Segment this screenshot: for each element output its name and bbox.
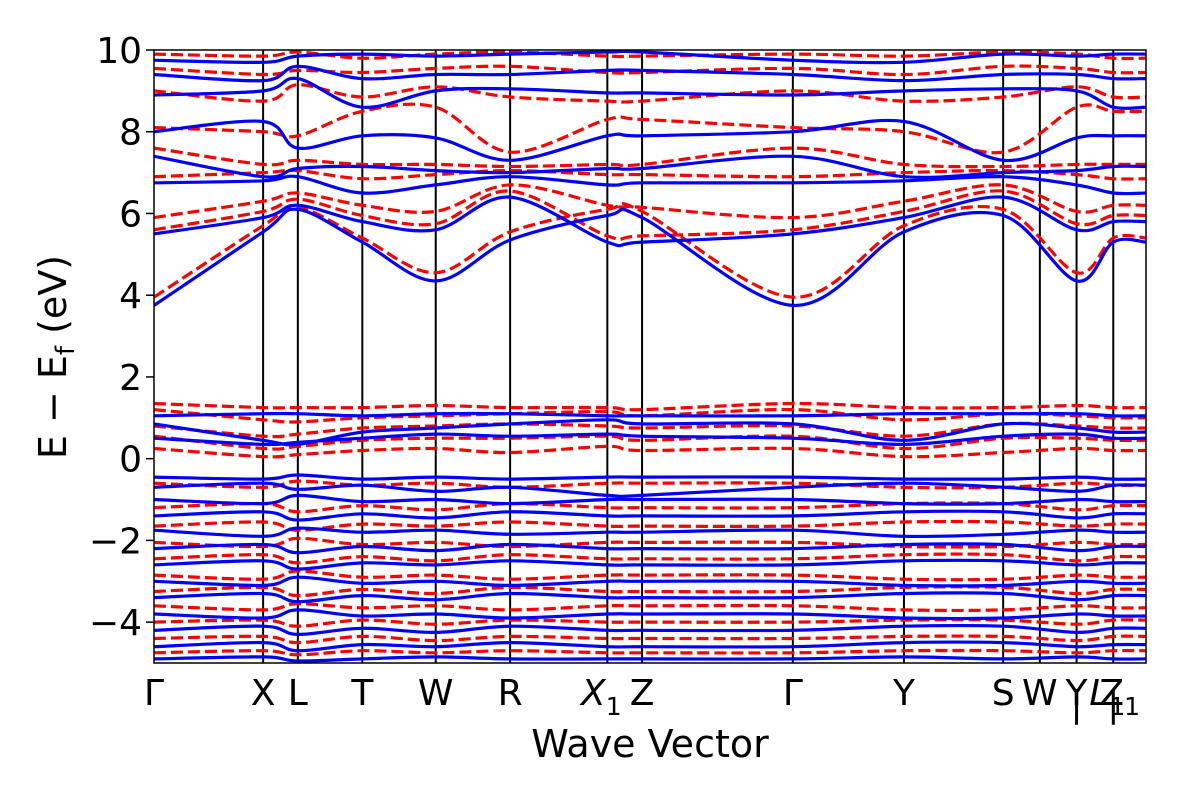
band-line-solid bbox=[154, 493, 1146, 506]
band-line-solid bbox=[154, 473, 1146, 481]
y-axis-title-subscript: f bbox=[51, 345, 81, 355]
band-line-solid bbox=[154, 608, 1146, 621]
band-line-dashed bbox=[154, 401, 1146, 412]
kpoint-label: Y bbox=[1065, 673, 1089, 714]
band-line-solid bbox=[154, 509, 1146, 522]
kpoint-label-text: Z bbox=[630, 673, 655, 714]
band-line-dashed bbox=[154, 618, 1146, 628]
band-line-solid bbox=[154, 558, 1146, 571]
plot-background bbox=[154, 50, 1146, 663]
kpoint-label-text: Γ bbox=[783, 673, 803, 714]
kpoint-label-text: L bbox=[288, 673, 308, 714]
kpoint-label: Z1 bbox=[1099, 673, 1140, 721]
kpoint-label: T bbox=[350, 673, 374, 714]
band-line-solid bbox=[154, 640, 1146, 653]
band-line-dashed bbox=[154, 602, 1146, 613]
band-line-dashed bbox=[154, 434, 1146, 451]
band-line-solid bbox=[154, 432, 1146, 447]
kpoint-label: | bbox=[1107, 684, 1119, 725]
kpoint-label: Y bbox=[892, 673, 916, 714]
band-line-solid bbox=[154, 50, 1146, 65]
y-tick-label: 8 bbox=[119, 113, 142, 154]
y-tick-label: 6 bbox=[119, 194, 142, 235]
band-line-dashed bbox=[154, 183, 1146, 220]
kpoint-label: W bbox=[418, 673, 454, 714]
band-line-dashed bbox=[154, 519, 1146, 532]
band-line-solid bbox=[154, 481, 1146, 499]
band-line-solid bbox=[154, 411, 1146, 418]
band-line-dashed bbox=[154, 444, 1146, 459]
x-axis-title: Wave Vector bbox=[531, 722, 769, 766]
band-line-solid bbox=[154, 542, 1146, 555]
band-line-dashed bbox=[154, 50, 1146, 61]
kpoint-label-subscript: 1 bbox=[606, 692, 622, 721]
y-tick-label: −4 bbox=[89, 603, 142, 644]
kpoint-label: X bbox=[251, 673, 276, 714]
band-line-solid bbox=[154, 623, 1146, 637]
band-line-dashed bbox=[154, 64, 1146, 77]
kpoint-label-subscript: 1 bbox=[1109, 692, 1125, 721]
band-line-dashed bbox=[154, 569, 1146, 582]
kpoint-label-text: W bbox=[418, 673, 454, 714]
kpoint-label-text: T bbox=[350, 673, 374, 714]
band-line-solid bbox=[154, 154, 1146, 180]
plot-frame bbox=[153, 49, 1147, 664]
kpoint-label-text: S bbox=[992, 673, 1015, 714]
kpoint-label-text: Γ bbox=[144, 673, 164, 714]
band-line-solid bbox=[154, 195, 1146, 248]
band-line-dashed bbox=[154, 648, 1146, 657]
band-line-solid bbox=[154, 64, 1146, 83]
band-line-dashed bbox=[154, 536, 1146, 549]
band-line-dashed bbox=[154, 479, 1146, 490]
kpoint-label-subscript: 1 bbox=[1124, 692, 1140, 721]
kpoint-label: S bbox=[992, 673, 1015, 714]
kpoint-label: W bbox=[1022, 673, 1058, 714]
kpoint-label: R bbox=[498, 673, 523, 714]
band-line-solid bbox=[154, 118, 1146, 163]
band-line-dashed bbox=[154, 201, 1146, 299]
band-line-dashed bbox=[154, 189, 1146, 242]
y-tick-label: −2 bbox=[89, 521, 142, 562]
y-tick-label: 0 bbox=[119, 440, 142, 481]
y-axis-title: E − Ef (eV) bbox=[31, 255, 81, 459]
y-tick-label: 4 bbox=[119, 276, 142, 317]
y-axis-title-main: E − E bbox=[31, 355, 75, 459]
y-axis-title-unit: (eV) bbox=[31, 255, 75, 346]
kpoint-label: Z bbox=[630, 673, 655, 714]
kpoint-label: Γ bbox=[144, 673, 164, 714]
kpoint-label-text: Y bbox=[892, 673, 916, 714]
kpoint-label-text: L bbox=[1089, 673, 1109, 714]
band-lines bbox=[154, 50, 1146, 663]
x-axis-tick-labels: Γ X L T W R X1 Z Γ Y S W Y| L1|Z1 bbox=[144, 673, 1140, 725]
kpoint-label: Γ bbox=[783, 673, 803, 714]
kpoint-label-text: Y bbox=[1065, 673, 1089, 714]
kpoint-label: L bbox=[288, 673, 308, 714]
kpoint-label: | bbox=[1070, 684, 1082, 725]
y-tick-label: 2 bbox=[119, 358, 142, 399]
kpoint-label: L1 bbox=[1089, 673, 1125, 721]
kpoint-label-text: X bbox=[579, 673, 607, 714]
kpoint-label-text: W bbox=[1022, 673, 1058, 714]
band-line-solid bbox=[154, 575, 1146, 588]
band-line-solid bbox=[154, 76, 1146, 110]
band-line-solid bbox=[154, 526, 1146, 539]
kpoint-label-text: | bbox=[1070, 684, 1082, 725]
y-tick-label: 10 bbox=[96, 31, 142, 72]
band-line-solid bbox=[154, 655, 1146, 663]
kpoint-label-text: X bbox=[251, 673, 276, 714]
band-line-solid bbox=[154, 207, 1146, 308]
band-line-solid bbox=[154, 418, 1146, 447]
kpoint-label: X1 bbox=[579, 673, 622, 721]
band-line-solid bbox=[154, 591, 1146, 604]
band-line-dashed bbox=[154, 634, 1146, 645]
kpoint-label-text: | bbox=[1107, 684, 1119, 725]
band-line-solid bbox=[154, 174, 1146, 196]
band-line-dashed bbox=[154, 102, 1146, 155]
kpoint-label-text: R bbox=[498, 673, 523, 714]
kpoint-label-text: Z bbox=[1099, 673, 1124, 714]
y-axis-ticks: 10 8 6 4 2 0 −2 −4 bbox=[89, 31, 154, 644]
